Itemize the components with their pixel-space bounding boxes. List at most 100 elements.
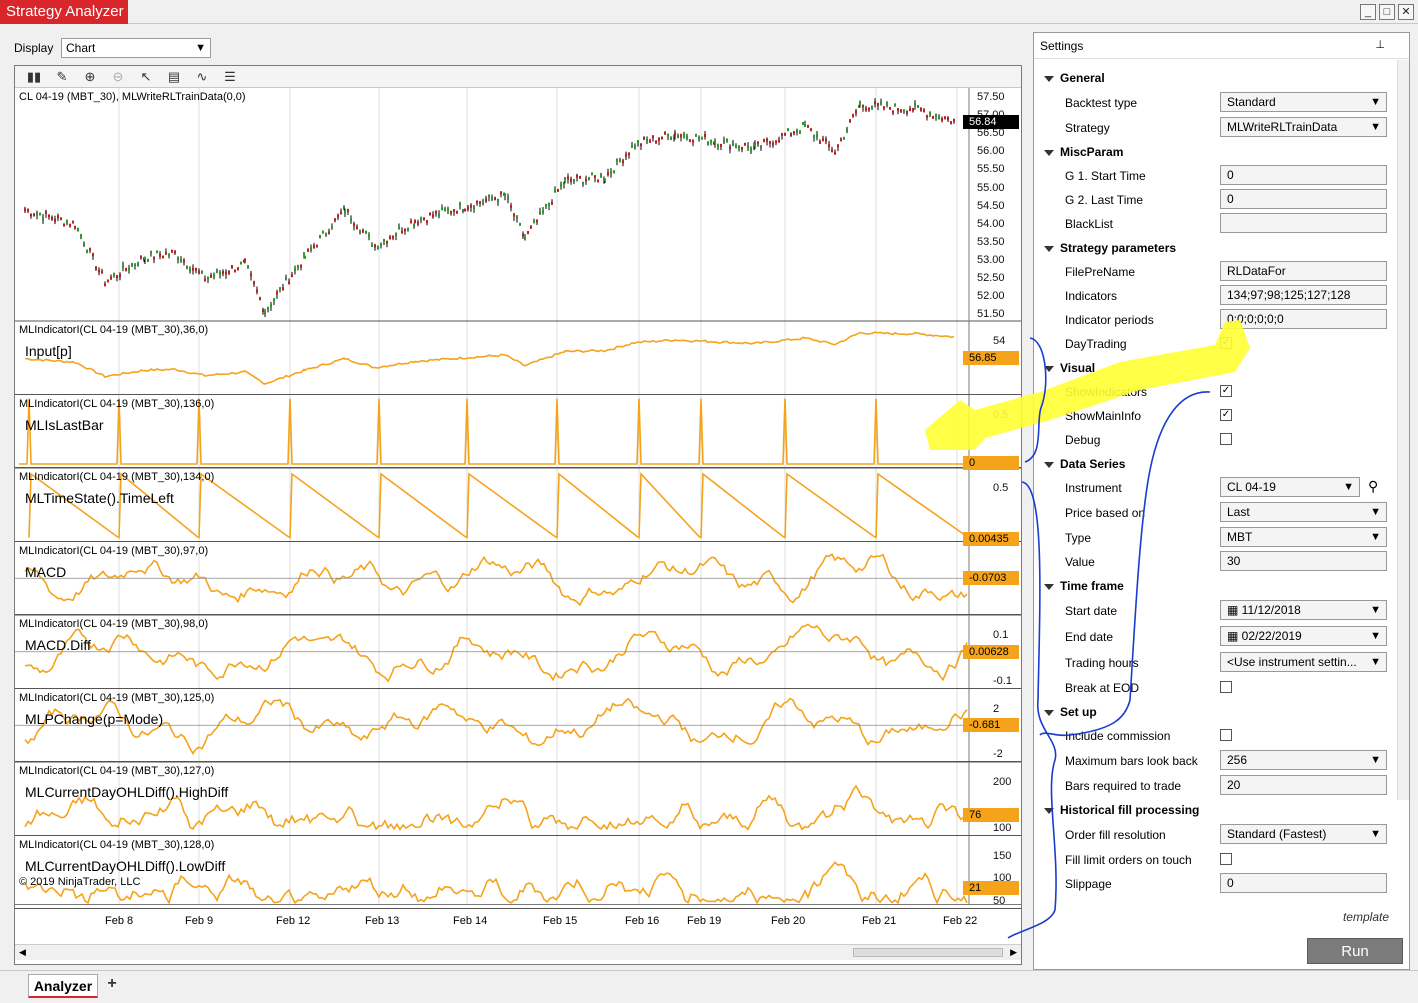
indicator-tick-label: 54 (993, 335, 1006, 347)
data-box-icon[interactable]: ▤ (167, 69, 181, 84)
candle-body (600, 174, 602, 178)
candle-body (720, 143, 722, 147)
pointer-icon[interactable]: ↖ (140, 69, 152, 84)
zoom-in-icon[interactable]: ⊕ (84, 69, 96, 84)
bars-required-input[interactable]: 20 (1220, 775, 1387, 795)
candle-body (174, 250, 176, 254)
pin-icon[interactable]: ⊥ (1375, 39, 1385, 51)
scroll-thumb[interactable] (853, 948, 1003, 957)
blacklist-input[interactable] (1220, 213, 1387, 233)
chevron-down-icon: ▼ (1370, 96, 1381, 108)
order-fill-resolution-select[interactable]: Standard (Fastest) ▼ (1220, 824, 1387, 844)
day-trading-checkbox[interactable]: ✓ (1220, 337, 1232, 349)
candle-body (920, 107, 922, 111)
candle-body (353, 223, 355, 227)
candle-body (585, 178, 587, 182)
end-date-picker[interactable]: ▦ 02/22/2019 ▼ (1220, 626, 1387, 646)
bars-icon[interactable]: ▮▮ (26, 69, 42, 84)
close-button[interactable]: ✕ (1398, 4, 1414, 20)
calendar-icon: ▦ (1227, 603, 1242, 617)
candle-body (380, 242, 382, 246)
candle-body (423, 217, 425, 221)
start-date-picker[interactable]: ▦ 11/12/2018 ▼ (1220, 600, 1387, 620)
trading-hours-label: Trading hours (1065, 656, 1139, 670)
x-tick-label: Feb 15 (543, 915, 578, 927)
price-tick-label: 56.50 (977, 127, 1005, 140)
instrument-select[interactable]: CL 04-19 ▼ (1220, 477, 1360, 497)
type-select[interactable]: MBT ▼ (1220, 527, 1387, 547)
include-commission-checkbox[interactable] (1220, 729, 1232, 741)
indicator-periods-input[interactable]: 0;0;0;0;0;0 (1220, 309, 1387, 329)
candle-body (744, 142, 746, 146)
candle-body (892, 110, 894, 114)
candle-body (69, 223, 71, 227)
candle-body (947, 116, 949, 120)
candle-body (729, 146, 731, 150)
tab-analyzer[interactable]: Analyzer (28, 974, 98, 998)
group-visual[interactable]: Visual (1044, 361, 1095, 375)
candle-body (753, 145, 755, 149)
start-time-input[interactable]: 0 (1220, 165, 1387, 185)
order-fill-resolution-label: Order fill resolution (1065, 828, 1166, 842)
candle-body (231, 265, 233, 269)
show-indicators-checkbox[interactable]: ✓ (1220, 385, 1232, 397)
candle-body (198, 270, 200, 274)
indicator-tick-label: 2 (993, 702, 1000, 715)
add-tab-button[interactable]: + (107, 975, 117, 992)
fill-limit-checkbox[interactable] (1220, 853, 1232, 865)
x-tick-label: Feb 19 (687, 915, 722, 927)
max-bars-back-select[interactable]: 256 ▼ (1220, 750, 1387, 770)
chart-plot[interactable] (15, 88, 1021, 928)
slippage-input[interactable]: 0 (1220, 873, 1387, 893)
maximize-button[interactable]: □ (1379, 4, 1395, 20)
chart-area: Display Chart ▼ ▮▮ ✎ ⊕ ⊖ ↖ ▤ ∿ ☰ CL 04-1… (8, 32, 1028, 967)
collapse-icon (1044, 75, 1054, 82)
backtest-type-select[interactable]: Standard ▼ (1220, 92, 1387, 112)
search-icon[interactable]: ⚲ (1368, 478, 1379, 494)
candle-body (871, 105, 873, 109)
display-select[interactable]: Chart ▼ (61, 38, 211, 58)
candle-body (813, 134, 815, 138)
value-input[interactable]: 30 (1220, 551, 1387, 571)
group-setup[interactable]: Set up (1044, 705, 1097, 719)
trading-hours-select[interactable]: <Use instrument settin... ▼ (1220, 652, 1387, 672)
group-miscparam[interactable]: MiscParam (1044, 145, 1123, 159)
candle-body (189, 268, 191, 272)
group-historical-fill[interactable]: Historical fill processing (1044, 803, 1199, 817)
strategy-select[interactable]: MLWriteRLTrainData ▼ (1220, 117, 1387, 137)
debug-checkbox[interactable] (1220, 433, 1232, 445)
indicators-icon[interactable]: ∿ (196, 69, 208, 84)
last-time-input[interactable]: 0 (1220, 189, 1387, 209)
file-pre-name-input[interactable]: RLDataFor (1220, 261, 1387, 281)
group-time-frame[interactable]: Time frame (1044, 579, 1124, 593)
group-general[interactable]: General (1044, 71, 1105, 85)
candle-body (60, 217, 62, 221)
candle-body (104, 283, 106, 287)
indicator-panel-title: MLIndicatorI(CL 04-19 (MBT_30),128,0) (19, 838, 215, 851)
pencil-icon[interactable]: ✎ (56, 69, 68, 84)
candle-body (39, 212, 41, 216)
candle-body (868, 107, 870, 111)
candle-body (938, 116, 940, 120)
template-link[interactable]: template (1342, 910, 1389, 924)
run-button[interactable]: Run (1307, 938, 1403, 964)
horizontal-scrollbar[interactable]: ◀ ▶ (15, 944, 1021, 960)
candle-body (270, 304, 272, 308)
candle-body (944, 116, 946, 120)
candle-body (282, 287, 284, 291)
settings-scrollbar[interactable] (1397, 60, 1409, 800)
show-main-info-checkbox[interactable]: ✓ (1220, 409, 1232, 421)
group-data-series[interactable]: Data Series (1044, 457, 1125, 471)
break-at-eod-checkbox[interactable] (1220, 681, 1232, 693)
group-strategy-parameters[interactable]: Strategy parameters (1044, 241, 1176, 255)
minimize-button[interactable]: _ (1360, 4, 1376, 20)
zoom-out-icon[interactable]: ⊖ (112, 69, 124, 84)
properties-icon[interactable]: ☰ (224, 69, 236, 84)
indicators-input[interactable]: 134;97;98;125;127;128 (1220, 285, 1387, 305)
scroll-left-icon[interactable]: ◀ (19, 947, 26, 957)
scroll-right-icon[interactable]: ▶ (1010, 947, 1017, 957)
chart-container[interactable]: ▮▮ ✎ ⊕ ⊖ ↖ ▤ ∿ ☰ CL 04-19 (MBT_30), MLWr… (14, 65, 1022, 965)
price-based-on-select[interactable]: Last ▼ (1220, 502, 1387, 522)
candle-body (429, 212, 431, 216)
calendar-icon: ▦ (1227, 629, 1242, 643)
